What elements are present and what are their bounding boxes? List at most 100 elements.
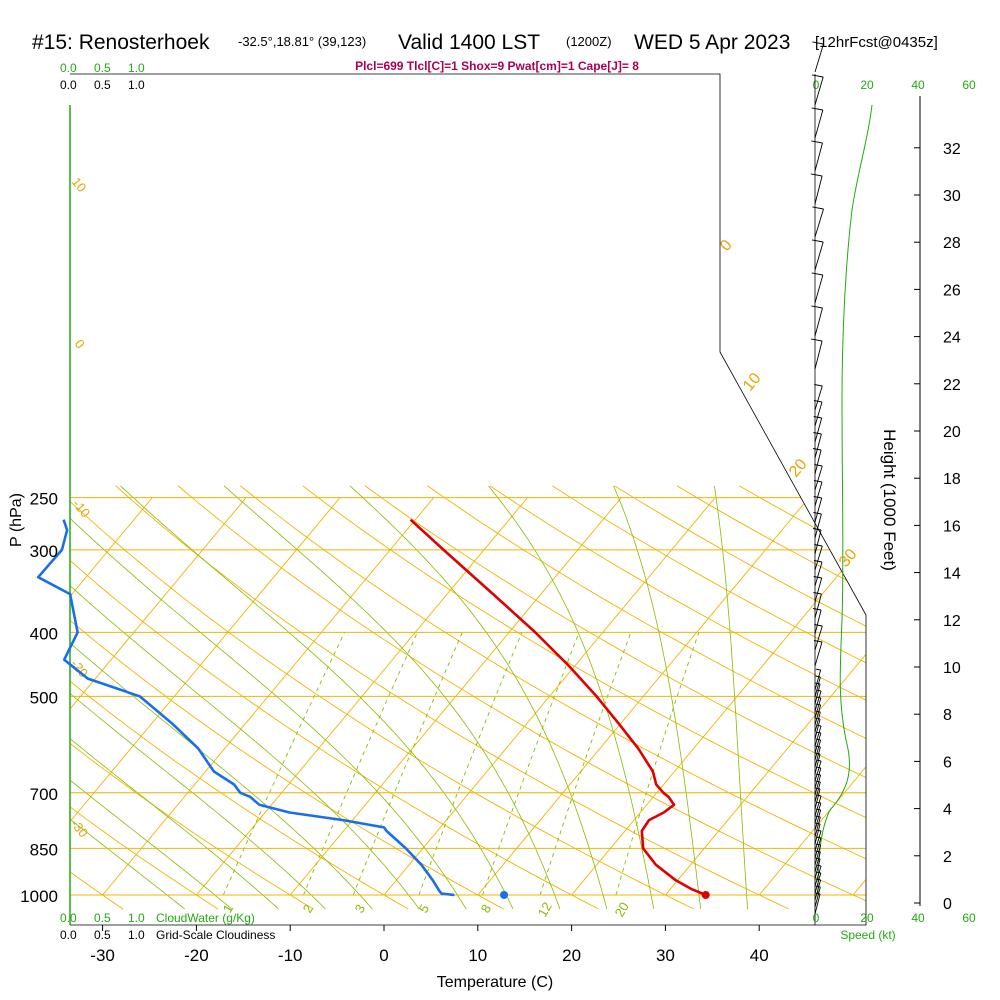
wind-barb-flag [811,107,823,111]
height-axis-label: Height (1000 Feet) [880,429,899,571]
wind-barb [814,481,823,507]
height-tick-label: 24 [943,330,961,347]
isotherm-label: 10 [69,174,90,195]
wind-barb [814,401,823,427]
dry-adiabat-line [240,485,866,910]
pressure-tick-label: 250 [30,490,58,509]
moist-adiabat-line [714,485,748,910]
wind-barb [814,697,822,719]
wind-barb-flag [815,871,821,874]
wind-barb-flag [813,496,822,499]
top-cloudwater-tick: 0.5 [94,61,111,75]
wind-barb-flag [815,696,821,699]
wind-barb [814,676,821,698]
wind-barbs [810,41,824,915]
wind-barb [814,593,822,619]
wind-barb-flag [813,432,822,435]
sounding-indices: Plcl=699 Tlcl[C]=1 Shox=9 Pwat[cm]=1 Cap… [355,59,639,73]
bottom-cloudiness-tick: 1.0 [128,928,145,942]
wind-barb-flag [816,794,822,797]
wind-barb [814,781,821,803]
moist-adiabat-line [613,485,701,910]
wind-barb [814,433,822,459]
moist-adiabat-line [70,485,467,910]
wind-barb [814,711,821,733]
wind-barb-flag [811,272,823,276]
dry-adiabat-line [70,485,314,910]
speed-tick: 40 [911,78,925,92]
dry-adiabat-line [801,485,866,910]
dry-adiabat-line [489,485,866,910]
top-cloudwater-tick: 0.0 [60,61,77,75]
temperature-tick-label: -10 [278,946,303,965]
temperature-tick-label: 0 [379,946,388,965]
wind-barb-flag [815,843,821,846]
wind-barb-flag [813,640,823,643]
wind-barb [814,43,824,73]
dry-adiabat-line [70,485,694,910]
height-tick-label: 18 [943,471,961,488]
wind-barb [814,208,824,238]
cloudiness-label: Grid-Scale Cloudiness [156,928,275,942]
dry-adiabat-line [989,486,1000,909]
wind-barb-flag [815,878,821,881]
height-tick-label: 28 [943,235,961,252]
mixing-ratio-label: 12 [535,899,555,919]
moist-adiabat-line [70,485,279,910]
temperature-axis: -30 -20 -10 0 10 20 30 40 [90,925,769,965]
wind-barb-flag [815,717,821,720]
wind-barb-flag [815,745,821,748]
wind-barb-flag [815,752,821,755]
wind-barb [814,739,822,761]
dry-adiabat-line [70,485,504,910]
wind-barb [814,844,822,866]
wind-barb [814,746,821,768]
chart-title: #15: Renosterhoek -32.5°,18.81° (39,123)… [32,31,938,54]
wind-barb [814,641,823,667]
isotherm-labels: 10 0 -10 -20 -30 0 10 20 30 [68,174,861,840]
wind-barb-flag [815,836,821,839]
dry-adiabat-line [177,485,866,910]
isotherm-line [758,497,866,896]
moist-adiabat-line [70,485,185,910]
wind-barb-flag [813,400,823,403]
dry-adiabat-line [70,485,599,910]
wind-barb-flag [813,416,822,419]
wind-barb-flag [810,173,823,177]
height-tick-label: 22 [943,377,961,394]
wind-barb-flag [815,675,821,678]
wind-barb-flag [812,206,824,210]
wind-barb-flag [815,780,821,783]
height-tick-label: 14 [943,566,961,583]
wind-barb-flag [815,668,821,671]
speed-tick: 0 [813,911,820,925]
dry-adiabat-line [70,485,219,910]
bottom-cloudwater-tick: 0.0 [60,911,77,925]
sounding-traces [36,518,710,899]
wind-speed-scale-top: 0 20 40 60 [813,78,976,92]
wind-barb-flag [813,560,823,563]
pressure-tick-label: 850 [30,840,58,859]
mixing-ratio-lines [222,632,700,896]
top-cloud-scales: 0.0 0.5 1.0 0.0 0.5 1.0 [60,61,145,92]
wind-barb [814,683,821,705]
wind-barb [814,561,823,587]
cloudwater-label: CloudWater (g/Kg) [156,911,255,925]
wind-barb [814,340,823,370]
speed-tick: 20 [860,911,874,925]
wind-barb-flag [813,576,822,579]
dry-adiabat-line [364,485,866,910]
height-tick-label: 8 [943,707,952,724]
wind-barb-flag [815,892,821,895]
wind-barb [814,513,822,539]
isotherm-line [852,497,866,896]
wind-barb [814,858,821,880]
wind-barb [814,816,821,838]
pressure-tick-label: 700 [30,785,58,804]
valid-date: WED 5 Apr 2023 [634,31,790,54]
wind-barb [814,865,822,887]
height-tick-label: 4 [943,802,952,819]
wind-barb [814,669,822,691]
wind-barb [814,851,821,873]
